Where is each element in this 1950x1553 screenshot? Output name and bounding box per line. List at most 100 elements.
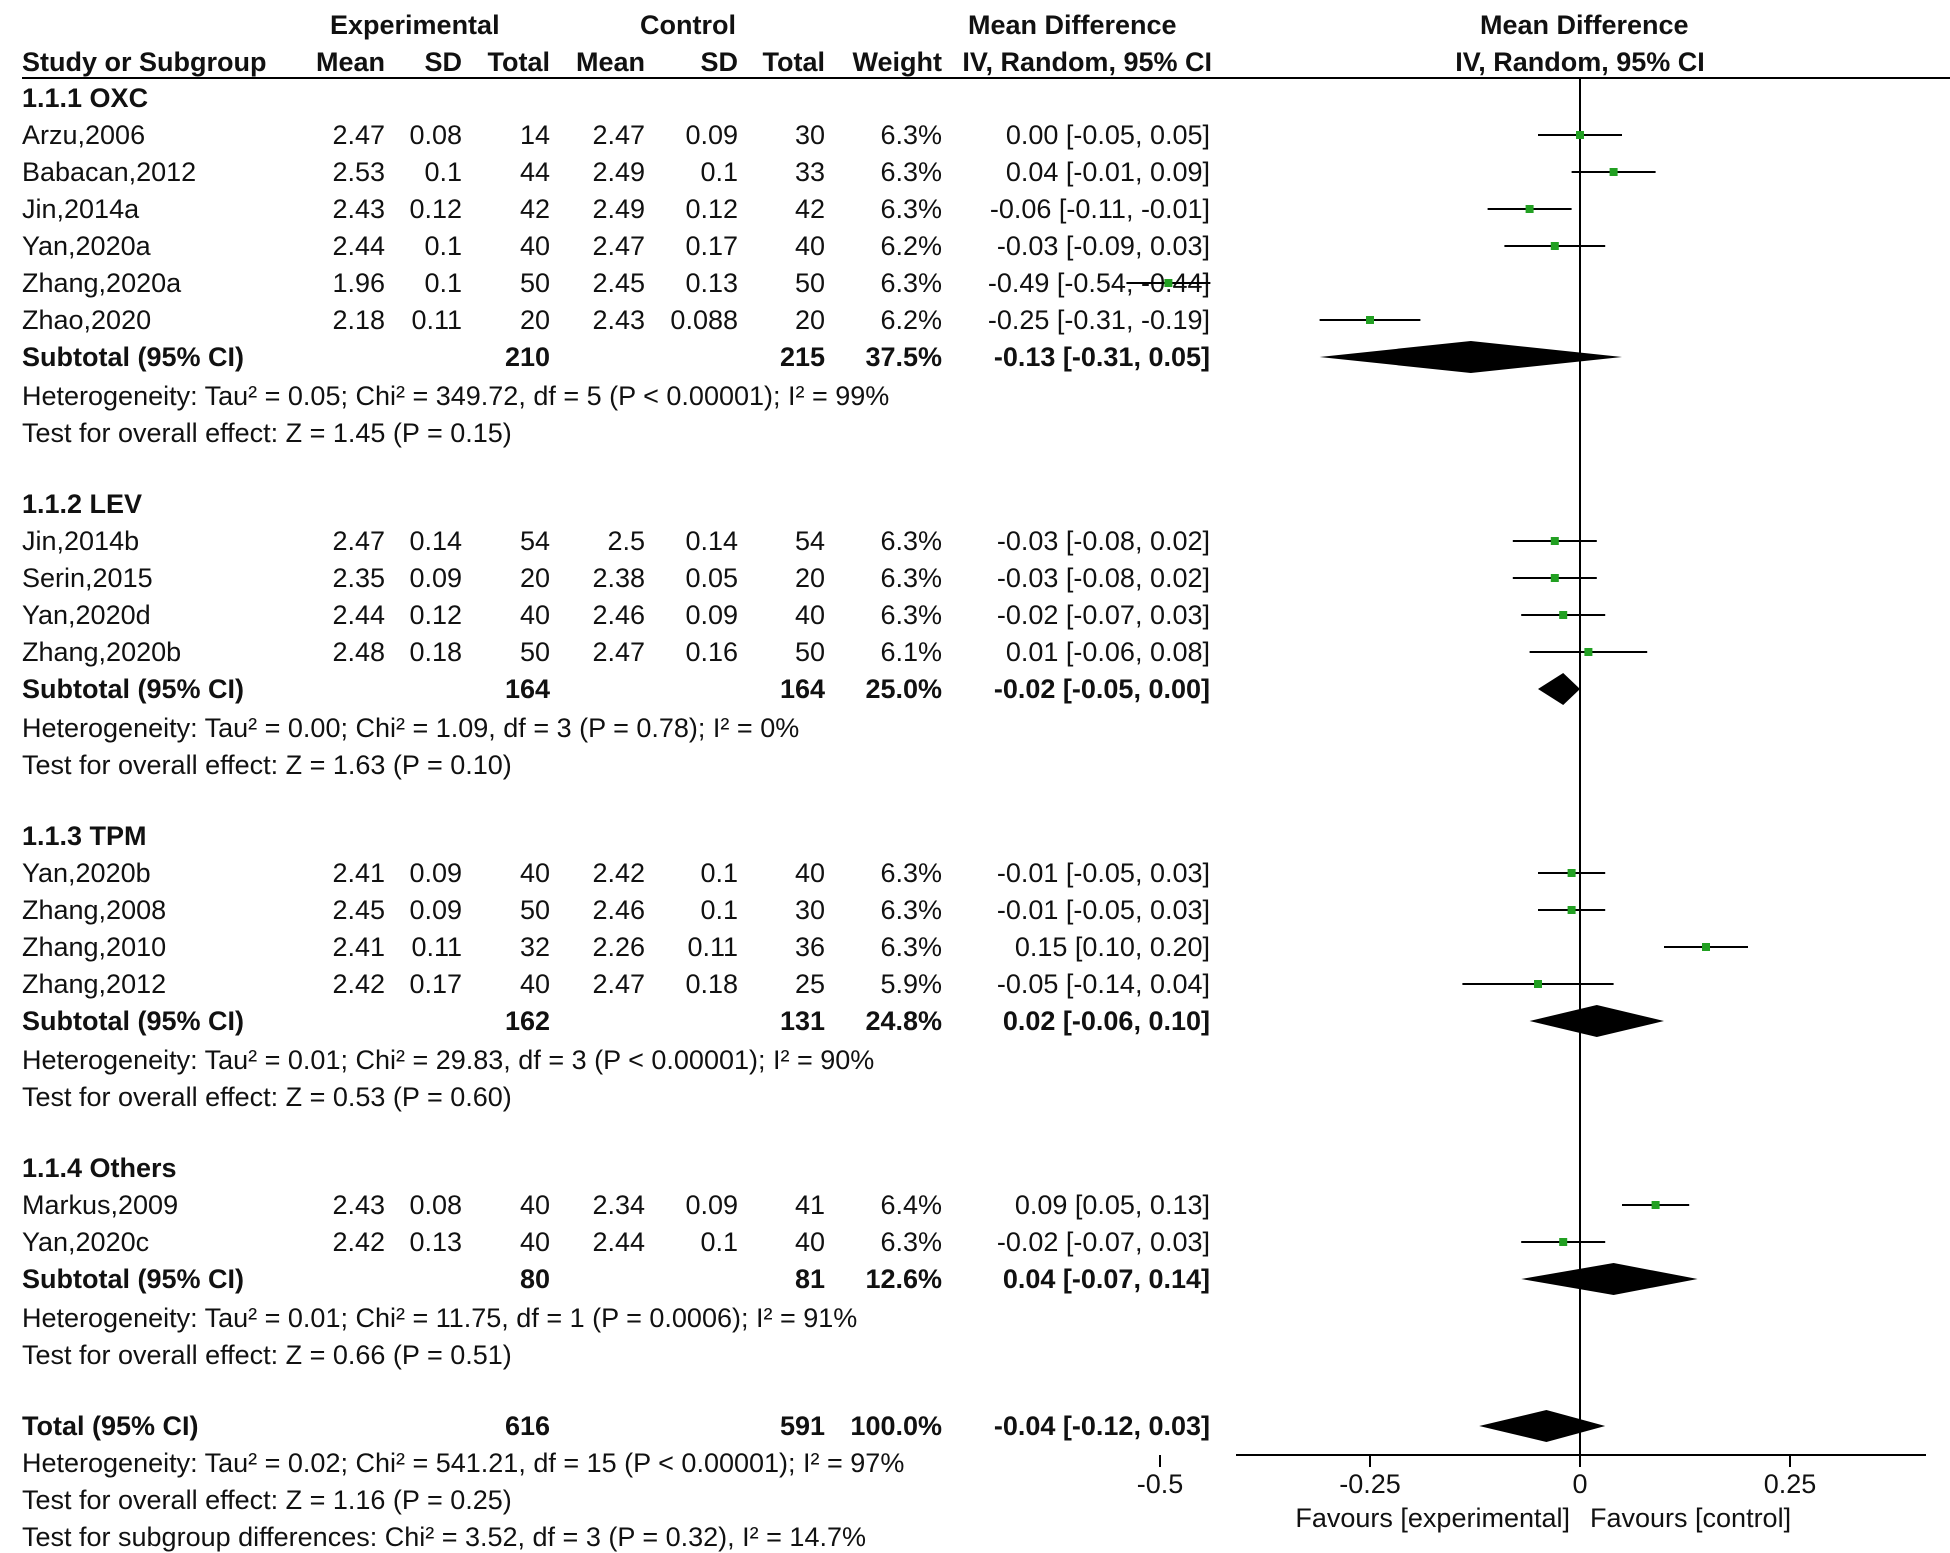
ctl-total: 30 — [794, 120, 825, 150]
exp-total: 32 — [519, 932, 550, 962]
ctl-mean: 2.45 — [592, 268, 645, 298]
subtotal-label: Subtotal (95% CI) — [22, 1006, 245, 1036]
exp-sd: 0.08 — [409, 1190, 462, 1220]
effect-ci: 0.04 [-0.01, 0.09] — [1005, 157, 1210, 187]
exp-mean: 2.41 — [332, 858, 385, 888]
study-name: Zhang,2020a — [22, 268, 182, 298]
subtotal-label: Subtotal (95% CI) — [22, 674, 245, 704]
study-name: Babacan,2012 — [22, 157, 197, 187]
exp-sd: 0.08 — [409, 120, 462, 150]
ctl-mean: 2.47 — [592, 120, 645, 150]
group-title: 1.1.4 Others — [22, 1153, 177, 1183]
exp-mean: 2.42 — [332, 1227, 385, 1257]
ctl-mean: 2.38 — [592, 563, 645, 593]
total-weight: 100.0% — [850, 1411, 942, 1441]
point-estimate — [1584, 648, 1593, 656]
ctl-sd: 0.05 — [685, 563, 738, 593]
heterogeneity-text: Heterogeneity: Tau² = 0.01; Chi² = 29.83… — [22, 1045, 875, 1075]
exp-mean: 2.44 — [332, 600, 385, 630]
exp-total: 40 — [519, 1227, 550, 1257]
exp-mean: 1.96 — [332, 268, 385, 298]
ctl-sd: 0.17 — [685, 231, 738, 261]
point-estimate — [1366, 316, 1374, 324]
subtotal-weight: 37.5% — [865, 342, 942, 372]
exp-sd: 0.1 — [424, 157, 462, 187]
exp-total: 54 — [519, 526, 550, 556]
subtotal-ci: 0.04 [-0.07, 0.14] — [1002, 1264, 1210, 1294]
exp-sd: 0.09 — [409, 895, 462, 925]
ctl-sd: 0.09 — [685, 600, 738, 630]
favours-experimental-label: Favours [experimental] — [1295, 1503, 1570, 1533]
point-estimate — [1525, 205, 1534, 213]
group-title: 1.1.1 OXC — [22, 83, 149, 113]
header-ctl-sd: SD — [700, 47, 738, 77]
effect-ci: -0.03 [-0.09, 0.03] — [996, 231, 1210, 261]
ctl-total: 40 — [794, 858, 825, 888]
exp-sd: 0.13 — [409, 1227, 462, 1257]
exp-sd: 0.12 — [409, 194, 462, 224]
weight: 6.3% — [880, 526, 942, 556]
exp-sd: 0.14 — [409, 526, 462, 556]
exp-total: 20 — [519, 305, 550, 335]
study-name: Markus,2009 — [22, 1190, 179, 1220]
exp-mean: 2.35 — [332, 563, 385, 593]
weight: 6.3% — [880, 858, 942, 888]
ctl-total: 40 — [794, 1227, 825, 1257]
point-estimate — [1534, 980, 1542, 988]
study-name: Zhang,2020b — [22, 637, 182, 667]
study-name: Serin,2015 — [22, 563, 153, 593]
ctl-mean: 2.26 — [592, 932, 645, 962]
exp-sd: 0.12 — [409, 600, 462, 630]
x-tick-label: 0 — [1572, 1469, 1587, 1499]
header-mean-difference: Mean Difference — [968, 10, 1177, 40]
total-exp-total: 616 — [504, 1411, 550, 1441]
ctl-mean: 2.5 — [607, 526, 645, 556]
exp-sd: 0.17 — [409, 969, 462, 999]
heterogeneity-text: Heterogeneity: Tau² = 0.05; Chi² = 349.7… — [22, 381, 890, 411]
effect-ci: -0.03 [-0.08, 0.02] — [996, 526, 1210, 556]
header-exp-mean: Mean — [315, 47, 385, 77]
weight: 6.3% — [880, 563, 942, 593]
pooled-diamond — [1479, 1410, 1606, 1442]
subtotal-ctl-total: 81 — [794, 1264, 825, 1294]
exp-mean: 2.53 — [332, 157, 385, 187]
weight: 6.3% — [880, 1227, 942, 1257]
ctl-total: 36 — [794, 932, 825, 962]
exp-total: 40 — [519, 969, 550, 999]
ctl-total: 50 — [794, 637, 825, 667]
ctl-sd: 0.088 — [670, 305, 738, 335]
header-weight: Weight — [852, 47, 943, 77]
ctl-sd: 0.09 — [685, 120, 738, 150]
total-overall-effect-text: Test for overall effect: Z = 1.16 (P = 0… — [22, 1485, 512, 1515]
exp-sd: 0.11 — [411, 305, 462, 335]
exp-total: 40 — [519, 858, 550, 888]
overall-effect-text: Test for overall effect: Z = 1.63 (P = 0… — [22, 750, 512, 780]
weight: 5.9% — [880, 969, 942, 999]
total-label: Total (95% CI) — [22, 1411, 199, 1441]
exp-total: 42 — [519, 194, 550, 224]
x-tick-label: -0.5 — [1137, 1469, 1184, 1499]
ctl-sd: 0.1 — [700, 895, 738, 925]
point-estimate — [1576, 131, 1584, 139]
ctl-mean: 2.42 — [592, 858, 645, 888]
study-name: Zhang,2008 — [22, 895, 167, 925]
x-tick-label: 0.25 — [1764, 1469, 1817, 1499]
overall-effect-text: Test for overall effect: Z = 0.53 (P = 0… — [22, 1082, 512, 1112]
exp-sd: 0.1 — [424, 231, 462, 261]
point-estimate — [1567, 906, 1576, 914]
ctl-total: 33 — [794, 157, 825, 187]
effect-ci: -0.05 [-0.14, 0.04] — [996, 969, 1210, 999]
exp-mean: 2.43 — [332, 1190, 385, 1220]
exp-mean: 2.47 — [332, 526, 385, 556]
effect-ci: -0.03 [-0.08, 0.02] — [996, 563, 1210, 593]
subtotal-ci: 0.02 [-0.06, 0.10] — [1002, 1006, 1210, 1036]
ctl-total: 42 — [794, 194, 825, 224]
weight: 6.3% — [880, 895, 942, 925]
weight: 6.3% — [880, 932, 942, 962]
ctl-sd: 0.1 — [700, 157, 738, 187]
pooled-diamond — [1529, 1005, 1664, 1037]
exp-total: 40 — [519, 1190, 550, 1220]
study-name: Jin,2014b — [22, 526, 140, 556]
exp-total: 50 — [519, 268, 550, 298]
total-ci: -0.04 [-0.12, 0.03] — [993, 1411, 1210, 1441]
